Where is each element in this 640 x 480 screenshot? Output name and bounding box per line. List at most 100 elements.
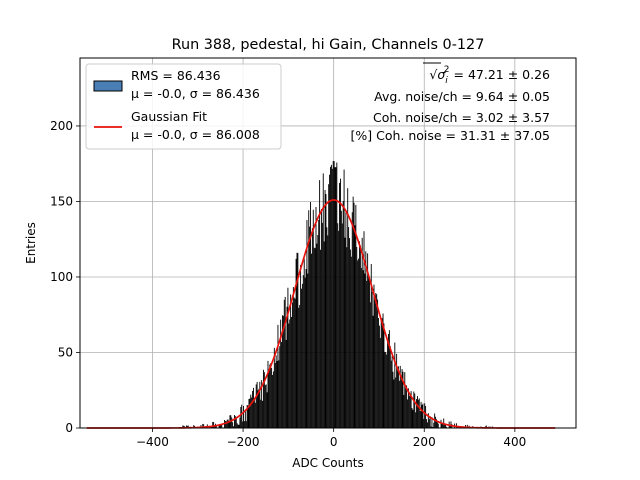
histogram-bin bbox=[441, 424, 443, 428]
histogram-bin bbox=[279, 346, 281, 428]
histogram-bin bbox=[301, 288, 302, 428]
histogram-bin bbox=[298, 307, 300, 428]
histogram-bin bbox=[485, 425, 487, 428]
histogram-bin bbox=[400, 379, 402, 428]
histogram-bin bbox=[301, 283, 303, 428]
histogram-bin bbox=[287, 287, 289, 428]
histogram-bin bbox=[239, 417, 241, 428]
histogram-bin bbox=[293, 297, 295, 428]
legend-histogram-swatch bbox=[93, 80, 123, 92]
histogram-bin bbox=[253, 387, 254, 428]
histogram-bin bbox=[185, 425, 187, 428]
histogram-bin bbox=[271, 367, 273, 428]
histogram-bin bbox=[382, 313, 384, 428]
histogram-bin bbox=[350, 256, 352, 428]
histogram-bin bbox=[379, 337, 381, 428]
annotation-coh-noise-percent: [%] Coh. noise = 31.31 ± 37.05 bbox=[350, 128, 550, 143]
histogram-bin bbox=[258, 388, 260, 428]
histogram-bin bbox=[347, 188, 349, 428]
histogram-bin bbox=[401, 369, 403, 428]
histogram-bin bbox=[313, 247, 315, 428]
histogram-bin bbox=[235, 417, 237, 428]
histogram-bin bbox=[270, 363, 272, 428]
histogram-bin bbox=[351, 212, 353, 428]
histogram-bin bbox=[182, 425, 184, 428]
histogram-bin bbox=[407, 388, 409, 428]
histogram-bin bbox=[302, 275, 304, 428]
histogram-bin bbox=[261, 380, 263, 428]
histogram-bin bbox=[377, 299, 379, 428]
histogram-bin bbox=[286, 306, 288, 428]
histogram-bin bbox=[243, 421, 245, 428]
histogram-bin bbox=[244, 409, 246, 428]
histogram-bin bbox=[366, 280, 368, 428]
histogram-bin bbox=[374, 299, 376, 428]
histogram-bin bbox=[186, 425, 188, 428]
histogram-bin bbox=[432, 426, 434, 428]
histogram-bin bbox=[305, 268, 307, 428]
histogram-bin bbox=[386, 354, 388, 428]
histogram-bin bbox=[215, 425, 217, 428]
histogram-bin bbox=[371, 291, 373, 428]
histogram-bin bbox=[376, 294, 378, 428]
histogram-bin bbox=[306, 219, 308, 428]
histogram-bin bbox=[413, 391, 415, 428]
histogram-bin bbox=[300, 264, 302, 428]
annotation-sigma-sqrt: √ bbox=[429, 67, 437, 82]
histogram-bin bbox=[311, 228, 313, 428]
histogram-bin bbox=[440, 419, 442, 428]
histogram-bin bbox=[417, 396, 418, 428]
histogram-bin bbox=[359, 245, 361, 428]
x-tick-label: −200 bbox=[227, 435, 260, 449]
histogram-bin bbox=[254, 402, 256, 428]
histogram-bin bbox=[380, 320, 382, 428]
histogram-bin bbox=[251, 397, 253, 428]
histogram-bin bbox=[260, 399, 262, 428]
histogram-bin bbox=[466, 424, 468, 428]
histogram-bin bbox=[414, 393, 416, 428]
histogram-bin bbox=[276, 361, 278, 428]
histogram-bin bbox=[391, 356, 393, 428]
histogram-bin bbox=[231, 417, 233, 428]
histogram-bin bbox=[285, 339, 287, 428]
histogram-bin bbox=[249, 398, 251, 428]
histogram-bin bbox=[259, 381, 261, 428]
histogram-bin bbox=[248, 399, 250, 428]
histogram-bin bbox=[340, 178, 341, 428]
histogram-bin bbox=[297, 252, 299, 428]
histogram-bin bbox=[328, 184, 330, 428]
histogram-bin bbox=[385, 352, 387, 428]
histogram-bin bbox=[318, 219, 320, 428]
histogram-bin bbox=[193, 425, 195, 428]
histogram-bin bbox=[362, 270, 364, 428]
histogram-bin bbox=[370, 264, 372, 428]
histogram-bin bbox=[412, 409, 414, 428]
annotation-sigma-symbol: σ bbox=[437, 67, 446, 82]
histogram-bin bbox=[378, 325, 380, 428]
histogram-bin bbox=[269, 364, 271, 428]
histogram-bin bbox=[423, 418, 425, 428]
histogram-bin bbox=[341, 223, 343, 428]
histogram-bin bbox=[394, 342, 396, 428]
histogram-bin bbox=[291, 316, 292, 428]
histogram-bin bbox=[340, 210, 342, 428]
histogram-bin bbox=[330, 166, 331, 428]
histogram-bin bbox=[411, 408, 413, 428]
histogram-bin bbox=[247, 405, 249, 428]
histogram-bin bbox=[405, 385, 407, 428]
x-tick-label: 200 bbox=[413, 435, 436, 449]
histogram-bin bbox=[283, 299, 285, 428]
legend-histogram-stats: μ = -0.0, σ = 86.436 bbox=[131, 86, 260, 101]
histogram-bin bbox=[282, 315, 283, 428]
histogram-bin bbox=[392, 371, 394, 428]
histogram-bin bbox=[275, 355, 277, 428]
histogram-bin bbox=[357, 260, 359, 428]
histogram-bin bbox=[315, 207, 317, 428]
histogram-bin bbox=[323, 241, 325, 428]
legend-fit-stats: μ = -0.0, σ = 86.008 bbox=[131, 127, 260, 142]
histogram-bin bbox=[422, 403, 424, 428]
histogram-bin bbox=[354, 225, 356, 428]
histogram-bin bbox=[228, 421, 230, 428]
histogram-bin bbox=[355, 204, 357, 428]
histogram-bin bbox=[333, 161, 335, 428]
